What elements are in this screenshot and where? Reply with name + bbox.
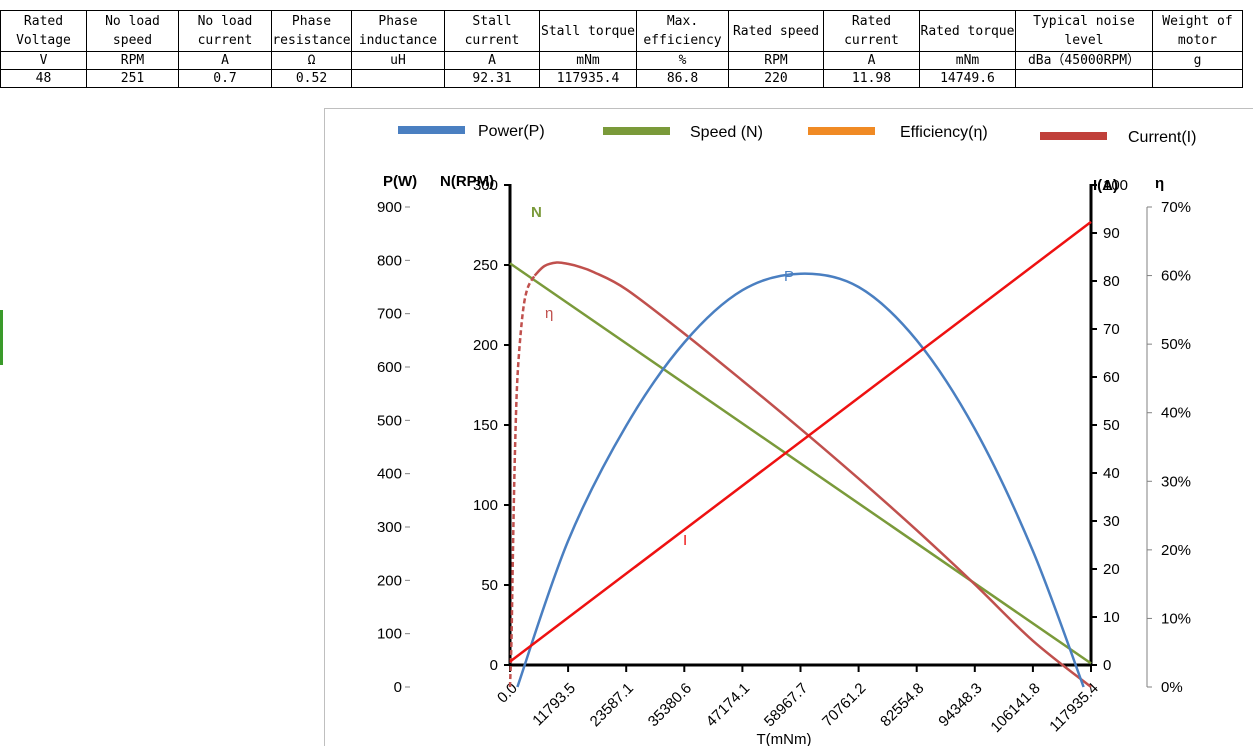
header-cell[interactable]: Max. efficiency	[636, 10, 729, 52]
legend-label: Speed (N)	[690, 124, 763, 141]
current-tick-label: 60	[1103, 369, 1120, 386]
power-tick-label: 700	[377, 306, 402, 323]
power-curve-label: P	[784, 268, 794, 285]
unit-cell[interactable]: uH	[351, 51, 445, 70]
current-tick-label: 0	[1103, 657, 1111, 674]
value-cell[interactable]: 0.52	[271, 69, 352, 88]
header-cell[interactable]: Phase resistance	[271, 10, 352, 52]
current-tick-label: 20	[1103, 561, 1120, 578]
speed-tick-label: 50	[481, 577, 498, 594]
value-cell[interactable]: 14749.6	[919, 69, 1016, 88]
efficiency-tick-label: 50%	[1161, 336, 1191, 353]
current-tick-label: 80	[1103, 273, 1120, 290]
value-cell[interactable]: 11.98	[823, 69, 920, 88]
current-tick-label: 90	[1103, 225, 1120, 242]
speed-tick-label: 100	[473, 497, 498, 514]
legend-label: Power(P)	[478, 123, 545, 140]
header-cell[interactable]: Typical noise level	[1015, 10, 1153, 52]
efficiency-axis-title: η	[1155, 175, 1164, 192]
current-tick-label: 50	[1103, 417, 1120, 434]
efficiency-tick-label: 40%	[1161, 405, 1191, 422]
efficiency-tick-label: 30%	[1161, 473, 1191, 490]
spec-header-row: Rated Voltage No load speed No load curr…	[0, 10, 1243, 52]
current-axis-title: I(A)	[1093, 177, 1118, 194]
speed-curve-label: N	[531, 204, 542, 221]
current-tick-label: 10	[1103, 609, 1120, 626]
efficiency-curve-label: η	[545, 305, 553, 322]
header-cell[interactable]: Phase inductance	[351, 10, 445, 52]
speed-tick-label: 250	[473, 257, 498, 274]
current-tick-label: 30	[1103, 513, 1120, 530]
power-tick-label: 300	[377, 519, 402, 536]
header-cell[interactable]: No load speed	[86, 10, 179, 52]
power-tick-label: 0	[394, 679, 402, 696]
x-axis-title: T(mNm)	[757, 731, 812, 746]
value-cell[interactable]: 48	[0, 69, 87, 88]
power-tick-label: 900	[377, 199, 402, 216]
speed-tick-label: 0	[490, 657, 498, 674]
efficiency-tick-label: 20%	[1161, 542, 1191, 559]
speed-tick-label: 150	[473, 417, 498, 434]
efficiency-tick-label: 60%	[1161, 268, 1191, 285]
efficiency-series-dashed	[508, 274, 536, 688]
power-tick-label: 400	[377, 466, 402, 483]
current-tick-label: 70	[1103, 321, 1120, 338]
unit-cell[interactable]: RPM	[728, 51, 824, 70]
efficiency-tick-label: 0%	[1161, 679, 1183, 696]
header-cell[interactable]: Rated torque	[919, 10, 1016, 52]
power-tick-label: 100	[377, 626, 402, 643]
current-tick-label: 100	[1103, 177, 1128, 194]
row-selection-marker	[0, 310, 3, 365]
speed-tick-label: 300	[473, 177, 498, 194]
current-tick-label: 40	[1103, 465, 1120, 482]
chart-frame	[324, 108, 1253, 746]
efficiency-tick-label: 70%	[1161, 199, 1191, 216]
speed-axis-title: N(RPM)	[440, 173, 494, 190]
motor-spec-table: Rated Voltage No load speed No load curr…	[0, 10, 1243, 88]
efficiency-tick-label: 10%	[1161, 610, 1191, 627]
header-cell[interactable]: Rated current	[823, 10, 920, 52]
legend-label: Efficiency(η)	[900, 124, 988, 141]
header-cell[interactable]: Rated Voltage	[0, 10, 87, 52]
spec-value-row: 48 251 0.7 0.52 92.31 117935.4 86.8 220 …	[0, 69, 1243, 88]
header-cell[interactable]: No load current	[178, 10, 272, 52]
power-series-line	[516, 272, 1085, 688]
power-tick-label: 200	[377, 572, 402, 589]
value-cell[interactable]: 92.31	[444, 69, 540, 88]
speed-tick-label: 200	[473, 337, 498, 354]
efficiency-series-line	[533, 261, 1092, 688]
power-tick-label: 500	[377, 412, 402, 429]
value-cell[interactable]: 251	[86, 69, 179, 88]
power-tick-label: 800	[377, 252, 402, 269]
speed-series-line	[509, 262, 1092, 665]
value-cell[interactable]: 117935.4	[539, 69, 637, 88]
power-axis-title: P(W)	[383, 173, 417, 190]
current-curve-label: I	[683, 532, 687, 549]
power-tick-label: 600	[377, 359, 402, 376]
legend-label: Current(I)	[1128, 129, 1196, 146]
value-cell[interactable]	[1152, 69, 1243, 88]
value-cell[interactable]: 0.7	[178, 69, 272, 88]
header-cell[interactable]: Weight of motor	[1152, 10, 1243, 52]
current-series-line	[509, 220, 1092, 663]
